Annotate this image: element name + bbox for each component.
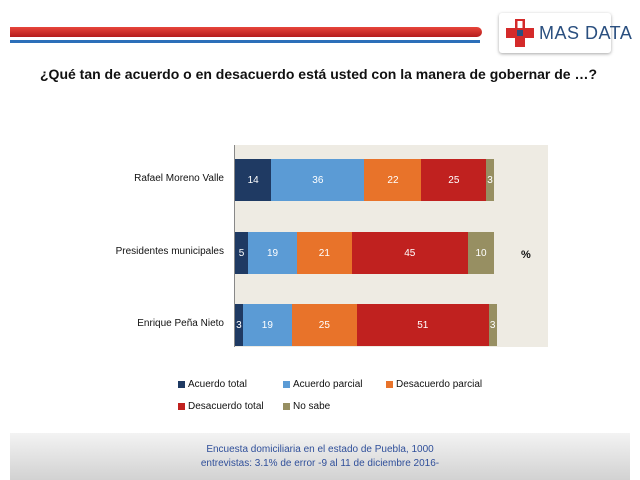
data-label: 5 bbox=[238, 247, 245, 259]
category-label: Rafael Moreno Valle bbox=[134, 173, 224, 184]
bar-row: 14 36 22 25 3 bbox=[235, 159, 494, 201]
legend-label: Acuerdo total bbox=[188, 379, 247, 390]
data-label: 25 bbox=[318, 319, 330, 331]
bar-segment: 14 bbox=[235, 159, 272, 201]
bar-segment: 25 bbox=[421, 159, 487, 201]
legend-item: No sabe bbox=[283, 401, 330, 412]
legend-label: No sabe bbox=[293, 401, 331, 412]
data-label: 19 bbox=[266, 247, 279, 259]
footer-line-2: entrevistas: 3.1% de error -9 al 11 de d… bbox=[200, 458, 440, 469]
footer-band: Encuesta domiciliaria en el estado de Pu… bbox=[10, 433, 630, 480]
footer-line-1: Encuesta domiciliaria en el estado de Pu… bbox=[206, 444, 434, 455]
category-label: Presidentes municipales bbox=[115, 246, 224, 257]
legend-swatch bbox=[283, 403, 290, 410]
data-label: 3 bbox=[489, 319, 496, 331]
data-label: 10 bbox=[475, 247, 487, 259]
mas-data-logo: MAS DATA bbox=[499, 13, 632, 53]
bar-segment: 45 bbox=[351, 232, 469, 274]
bar-segment: 3 bbox=[235, 304, 243, 346]
data-label: 25 bbox=[448, 174, 460, 186]
legend-label: Desacuerdo total bbox=[188, 401, 264, 412]
bar-segment: 3 bbox=[488, 304, 497, 346]
header-blue-line bbox=[10, 40, 480, 43]
legend-swatch bbox=[283, 381, 290, 388]
bar-segment: 19 bbox=[247, 232, 298, 274]
category-label: Enrique Peña Nieto bbox=[137, 318, 224, 329]
data-label: 14 bbox=[247, 174, 259, 186]
legend-swatch bbox=[178, 381, 185, 388]
legend-item: Desacuerdo total bbox=[178, 401, 264, 412]
data-label: 36 bbox=[312, 174, 324, 186]
data-label: 19 bbox=[261, 319, 273, 331]
data-label: 45 bbox=[404, 247, 416, 259]
category-axis bbox=[234, 145, 235, 347]
legend-swatch bbox=[386, 381, 393, 388]
legend-item: Acuerdo parcial bbox=[283, 379, 362, 390]
bar-segment: 3 bbox=[486, 159, 494, 201]
bar-segment: 36 bbox=[271, 159, 365, 201]
cross-logo-icon bbox=[506, 19, 534, 47]
legend-label: Acuerdo parcial bbox=[293, 379, 363, 390]
bar-segment: 10 bbox=[468, 232, 494, 274]
data-label: 3 bbox=[236, 319, 242, 331]
data-label: 21 bbox=[318, 247, 330, 259]
data-label: 22 bbox=[387, 174, 399, 186]
header-red-bar bbox=[10, 27, 482, 37]
legend-item: Desacuerdo parcial bbox=[386, 379, 482, 390]
bar-segment: 25 bbox=[291, 304, 357, 346]
data-label: 3 bbox=[487, 174, 493, 186]
legend-swatch bbox=[178, 403, 185, 410]
logo-text: MAS DATA bbox=[539, 23, 633, 43]
unit-label: % bbox=[521, 249, 531, 261]
legend-label: Desacuerdo parcial bbox=[396, 379, 483, 390]
bar-segment: 5 bbox=[235, 232, 248, 274]
bar-row: 5 19 21 45 10 bbox=[235, 232, 494, 274]
bar-row: 3 19 25 51 3 bbox=[235, 304, 497, 346]
legend-item: Acuerdo total bbox=[178, 379, 247, 390]
bar-segment: 51 bbox=[356, 304, 489, 346]
chart-question-title: ¿Qué tan de acuerdo o en desacuerdo está… bbox=[40, 66, 598, 82]
bar-segment: 21 bbox=[297, 232, 352, 274]
bar-segment: 22 bbox=[364, 159, 422, 201]
data-label: 51 bbox=[417, 319, 429, 331]
bar-segment: 19 bbox=[242, 304, 292, 346]
